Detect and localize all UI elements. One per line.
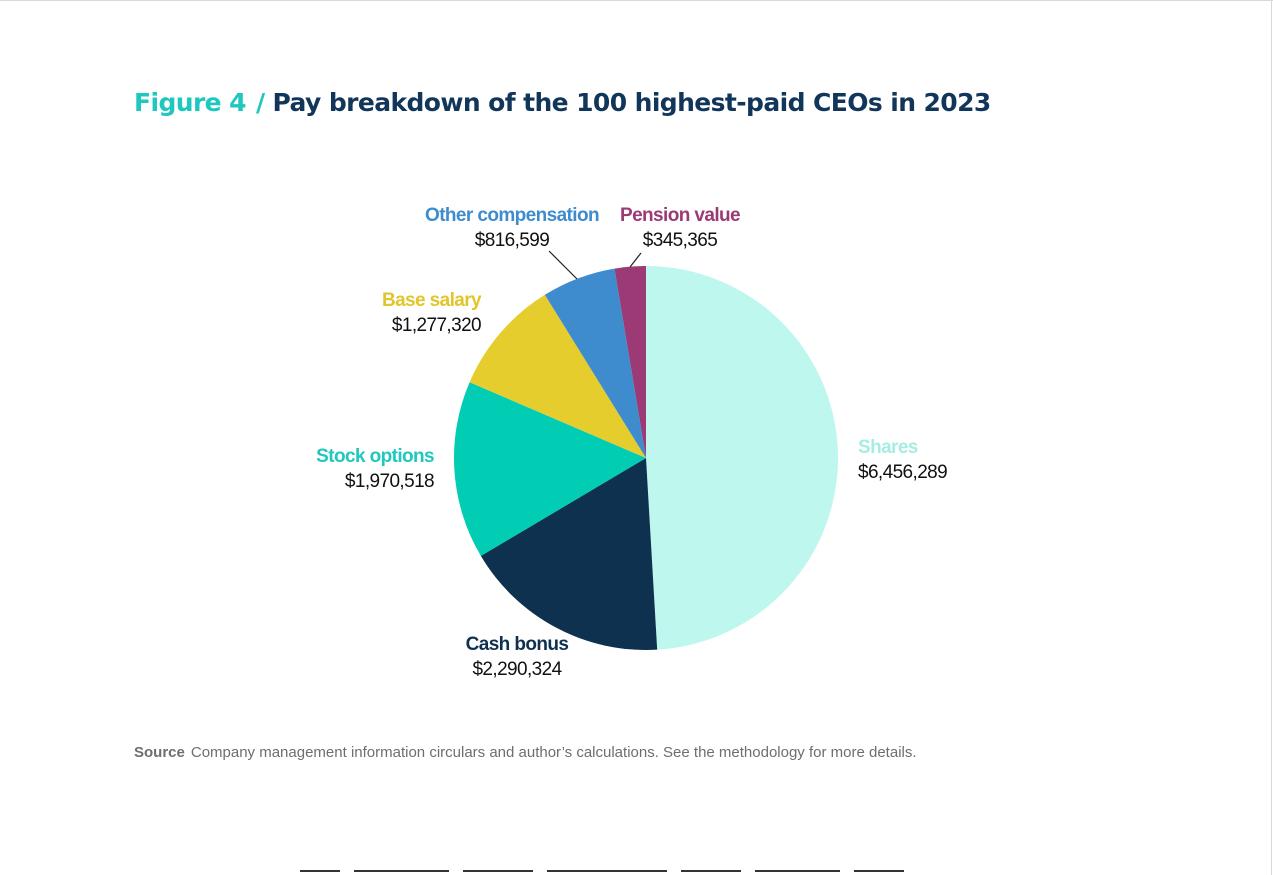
- slice-value-pension-value: $345,365: [643, 230, 717, 251]
- pie-slice-stock-options: [453, 382, 646, 556]
- pie-slice-base-salary: [469, 294, 646, 458]
- leader-line-pension-value: [629, 252, 642, 268]
- frame-top-border: [0, 0, 1273, 1]
- slice-value-base-salary: $1,277,320: [392, 315, 481, 336]
- slice-value-shares: $6,456,289: [858, 462, 947, 483]
- slice-value-stock-options: $1,970,518: [345, 471, 434, 492]
- pie-chart: Shares $6,456,289 Cash bonus $2,290,324 Stoc…: [316, 205, 948, 680]
- chart-title: Pay breakdown of the 100 highest-paid CE…: [272, 88, 991, 117]
- pie-slice-pension-value: [614, 266, 646, 458]
- pie-slice-cash-bonus: [480, 458, 658, 650]
- figure-number: Figure 4: [134, 88, 247, 117]
- pie-slice-shares: [646, 266, 838, 650]
- figure-separator: /: [255, 88, 265, 117]
- slice-label-shares: Shares: [858, 437, 918, 458]
- clipped-body-text: [300, 869, 960, 875]
- slice-value-cash-bonus: $2,290,324: [472, 659, 562, 680]
- slice-label-stock-options: Stock options: [316, 446, 434, 467]
- source-label: Source: [134, 744, 185, 761]
- slice-label-other-compensation: Other compensation: [425, 205, 599, 226]
- slice-label-cash-bonus: Cash bonus: [466, 634, 569, 655]
- source-note: Source Company management information cir…: [134, 744, 917, 761]
- slice-value-other-compensation: $816,599: [475, 230, 549, 251]
- slice-label-pension-value: Pension value: [620, 205, 740, 226]
- slice-label-base-salary: Base salary: [382, 290, 482, 311]
- figure-title: Figure 4 /Pay breakdown of the 100 highes…: [134, 88, 991, 117]
- pie-slice-other-compensation: [544, 268, 646, 458]
- leader-line-other-compensation: [548, 250, 578, 280]
- source-text: Company management information circulars…: [190, 744, 917, 761]
- frame-right-border: [1271, 0, 1272, 875]
